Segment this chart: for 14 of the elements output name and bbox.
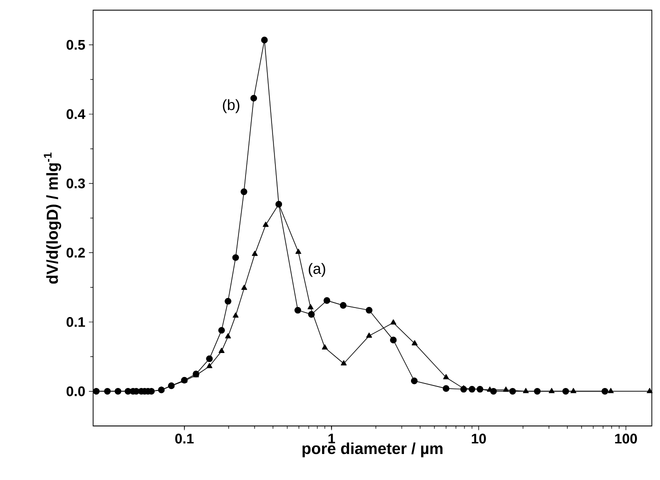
x-tick-label: 100 (615, 434, 637, 444)
annotation: (b) (222, 99, 240, 114)
y-tick-label: 0.4 (66, 109, 86, 120)
x-tick-label: 0.1 (175, 434, 194, 444)
x-tick-label: 10 (472, 434, 486, 444)
annotation: (a) (308, 262, 326, 277)
y-tick-label: 0.5 (66, 40, 86, 50)
y-tick-label: 0.3 (66, 178, 85, 188)
x-tick-label: 1 (328, 434, 336, 444)
y-tick-label: 0.0 (66, 386, 85, 396)
y-axis-title: dV/d(logD) / mlg$^{-1}$ (44, 152, 62, 284)
y-tick-label: 0.2 (66, 248, 85, 258)
x-axis-title: pore diameter / µm (302, 442, 442, 458)
y-tick-label: 0.1 (66, 317, 86, 327)
